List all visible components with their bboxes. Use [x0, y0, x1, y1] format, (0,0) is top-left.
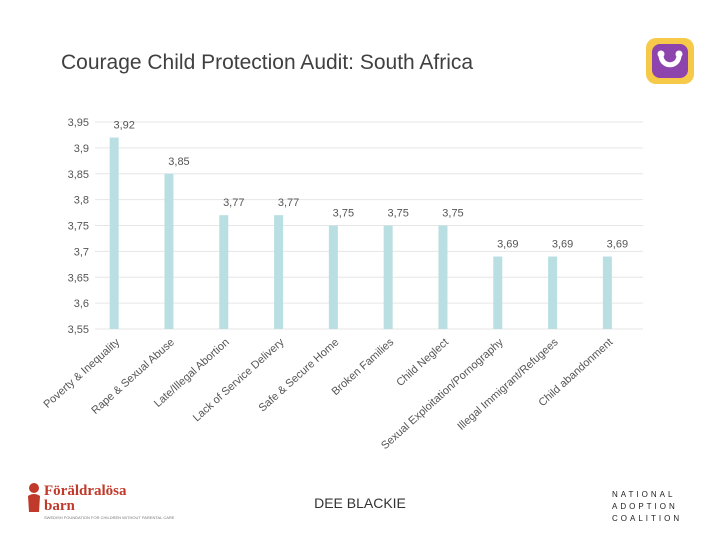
- data-label: 3,69: [552, 239, 573, 251]
- y-tick-label: 3,65: [68, 272, 89, 284]
- data-label: 3,77: [278, 197, 299, 209]
- bar: [438, 225, 448, 329]
- bar: [383, 225, 393, 329]
- y-tick-label: 3,85: [68, 169, 89, 181]
- y-tick-label: 3,75: [68, 221, 89, 233]
- national-adoption-coalition-logo: NATIONAL ADOPTION COALITION: [608, 490, 694, 524]
- data-label: 3,75: [333, 208, 354, 220]
- x-tick-label: Child Neglect: [394, 336, 451, 389]
- page-title: Courage Child Protection Audit: South Af…: [61, 51, 474, 74]
- y-tick-label: 3,55: [68, 324, 89, 336]
- bar: [493, 256, 503, 329]
- bar: [109, 137, 119, 329]
- data-label: 3,85: [168, 156, 189, 168]
- bar-chart: 3,553,63,653,73,753,83,853,93,95 3,92Pove…: [41, 117, 643, 452]
- heart-u-icon: [646, 38, 694, 84]
- coalition-line2: ADOPTION: [612, 502, 678, 511]
- y-tick-label: 3,8: [74, 195, 89, 207]
- y-tick-label: 3,6: [74, 298, 89, 310]
- y-tick-label: 3,9: [74, 143, 89, 155]
- data-label: 3,92: [113, 120, 134, 132]
- brand-name-line1: Föräldralösa: [44, 483, 127, 499]
- bar: [219, 215, 229, 329]
- bar: [602, 256, 612, 329]
- foraldralosa-barn-logo: Föräldralösa barn SWEDISH FOUNDATION FOR…: [26, 482, 174, 526]
- bar: [274, 215, 284, 329]
- data-label: 3,75: [387, 208, 408, 220]
- data-label: 3,69: [497, 239, 518, 251]
- presenter-name: DEE BLACKIE: [314, 495, 406, 511]
- brand-name-line2: barn: [44, 498, 75, 514]
- y-tick-label: 3,95: [68, 117, 89, 129]
- x-tick-label: Illegal Immigrant/Refugees: [455, 336, 561, 433]
- brand-tagline: SWEDISH FOUNDATION FOR CHILDREN WITHOUT …: [44, 515, 175, 520]
- child-figure-icon: [28, 483, 40, 512]
- data-label: 3,77: [223, 197, 244, 209]
- bar: [164, 173, 174, 329]
- coalition-line3: COALITION: [612, 514, 683, 523]
- data-label: 3,75: [442, 208, 463, 220]
- bar: [548, 256, 558, 329]
- coalition-line1: NATIONAL: [612, 490, 676, 499]
- x-tick-label: Lack of Service Delivery: [191, 336, 287, 424]
- y-tick-label: 3,7: [74, 246, 89, 258]
- data-label: 3,69: [607, 239, 628, 251]
- bar: [328, 225, 338, 329]
